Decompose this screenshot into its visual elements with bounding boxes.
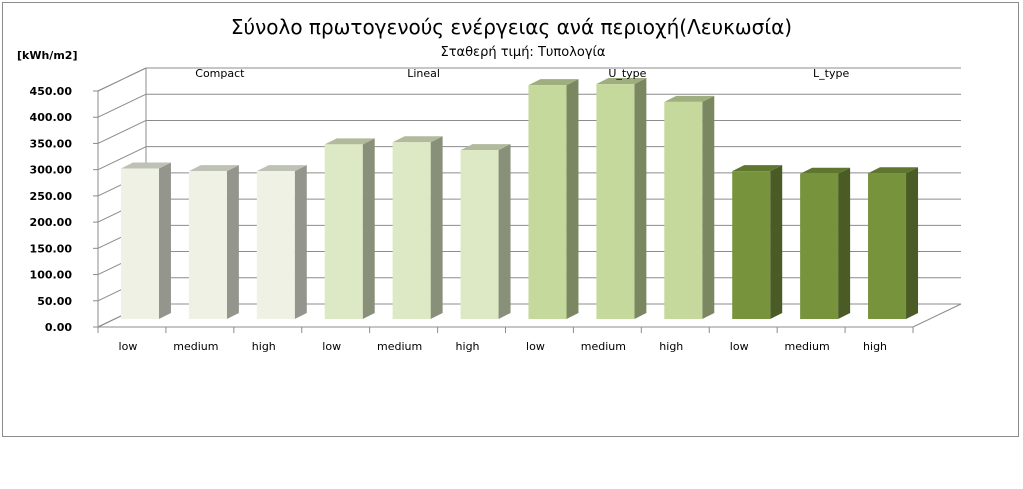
bar-side	[226, 165, 239, 319]
y-axis-unit: [kWh/m2]	[17, 49, 78, 62]
x-tick-label: low	[119, 340, 138, 353]
bar-top	[120, 162, 171, 169]
x-tick-label: medium	[173, 340, 218, 353]
grid-depth-line	[97, 119, 147, 144]
x-tick-label: high	[659, 340, 683, 353]
y-tick-label: 150.00	[30, 242, 73, 255]
bar	[256, 171, 295, 319]
x-tick-label: high	[456, 340, 480, 353]
chart-title: Σύνολο πρωτογενούς ενέργειας ανά περιοχή…	[230, 15, 793, 39]
chart-subtitle: Σταθερή τιμή: Τυπολογία	[440, 45, 606, 60]
bar	[596, 84, 635, 319]
bar	[800, 173, 839, 319]
x-tick-label: high	[863, 340, 887, 353]
chart-plot: 0.00 50.00 100.00 150.00 200.00 250.00 300.00 3…	[30, 67, 962, 353]
bar	[324, 144, 363, 319]
bar-side	[566, 79, 579, 319]
bar-top	[324, 138, 375, 145]
bar	[868, 173, 907, 319]
group-label: Lineal	[407, 67, 440, 80]
x-tick-label: low	[526, 340, 545, 353]
grid-depth-line	[97, 146, 147, 171]
bar-side	[498, 144, 511, 319]
bar-side	[430, 136, 443, 319]
x-tick-label: medium	[377, 340, 422, 353]
y-tick-label: 0.00	[45, 321, 72, 334]
bar-top	[460, 144, 511, 151]
bar-side	[362, 138, 375, 319]
group-label: L_type	[813, 67, 849, 80]
bar-top	[528, 79, 579, 86]
bar-top	[800, 167, 851, 174]
x-tick-label: low	[322, 340, 341, 353]
bar-top	[188, 165, 239, 172]
y-tick-label: 450.00	[30, 85, 73, 98]
bar-top	[664, 95, 715, 102]
bar-top	[868, 167, 919, 174]
grid-depth-line	[97, 93, 147, 118]
group-label: Compact	[195, 67, 245, 80]
bar-top	[256, 165, 307, 172]
x-tick-label: medium	[785, 340, 830, 353]
bar-top	[732, 165, 783, 172]
y-tick-label: 100.00	[30, 269, 73, 282]
bar-side	[294, 165, 307, 319]
x-tick-label: low	[730, 340, 749, 353]
y-tick-label: 250.00	[30, 190, 73, 203]
y-tick-label: 200.00	[30, 216, 73, 229]
bar-side	[702, 95, 715, 319]
chart-frame: Σύνολο πρωτογενούς ενέργειας ανά περιοχή…	[2, 2, 1019, 437]
bar-side	[634, 78, 647, 319]
bar	[528, 85, 567, 319]
y-tick-label: 50.00	[37, 295, 72, 308]
bar	[664, 101, 703, 319]
bar-top	[392, 136, 443, 143]
bar	[460, 150, 499, 319]
bar-side	[906, 167, 919, 319]
bar-side	[158, 162, 171, 319]
bar-top	[596, 78, 647, 85]
y-tick-label: 300.00	[30, 164, 73, 177]
bar	[732, 171, 771, 319]
x-tick-label: medium	[581, 340, 626, 353]
bar	[120, 168, 159, 319]
group-label: U_type	[608, 67, 646, 80]
y-tick-label: 350.00	[30, 137, 73, 150]
y-tick-label: 400.00	[30, 111, 73, 124]
bar-side	[838, 167, 851, 319]
bar	[392, 142, 431, 319]
bar	[188, 171, 227, 319]
x-tick-label: high	[252, 340, 276, 353]
bar-side	[770, 165, 783, 319]
